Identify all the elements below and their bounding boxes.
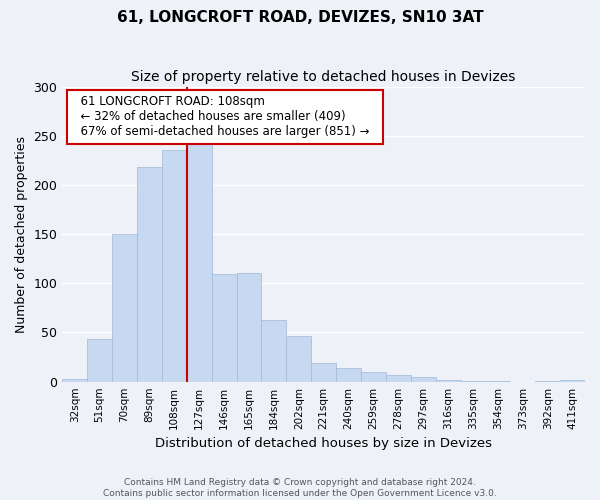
Bar xyxy=(212,274,236,382)
Text: 61, LONGCROFT ROAD, DEVIZES, SN10 3AT: 61, LONGCROFT ROAD, DEVIZES, SN10 3AT xyxy=(116,10,484,25)
Bar xyxy=(485,380,511,382)
Bar xyxy=(162,150,187,382)
Bar xyxy=(286,336,311,382)
Bar xyxy=(187,138,212,382)
Bar xyxy=(386,375,411,382)
Bar xyxy=(361,372,386,382)
Title: Size of property relative to detached houses in Devizes: Size of property relative to detached ho… xyxy=(131,70,516,84)
Bar xyxy=(137,167,162,382)
Bar xyxy=(311,363,336,382)
Text: Contains HM Land Registry data © Crown copyright and database right 2024.
Contai: Contains HM Land Registry data © Crown c… xyxy=(103,478,497,498)
X-axis label: Distribution of detached houses by size in Devizes: Distribution of detached houses by size … xyxy=(155,437,492,450)
Bar xyxy=(560,380,585,382)
Bar xyxy=(336,368,361,382)
Bar xyxy=(436,380,461,382)
Bar xyxy=(236,274,262,382)
Bar xyxy=(535,380,560,382)
Bar xyxy=(87,340,112,382)
Bar xyxy=(461,380,485,382)
Bar xyxy=(112,234,137,382)
Y-axis label: Number of detached properties: Number of detached properties xyxy=(15,136,28,332)
Bar xyxy=(411,377,436,382)
Bar xyxy=(262,320,286,382)
Text: 61 LONGCROFT ROAD: 108sqm
  ← 32% of detached houses are smaller (409)
  67% of : 61 LONGCROFT ROAD: 108sqm ← 32% of detac… xyxy=(73,96,377,138)
Bar xyxy=(62,378,87,382)
